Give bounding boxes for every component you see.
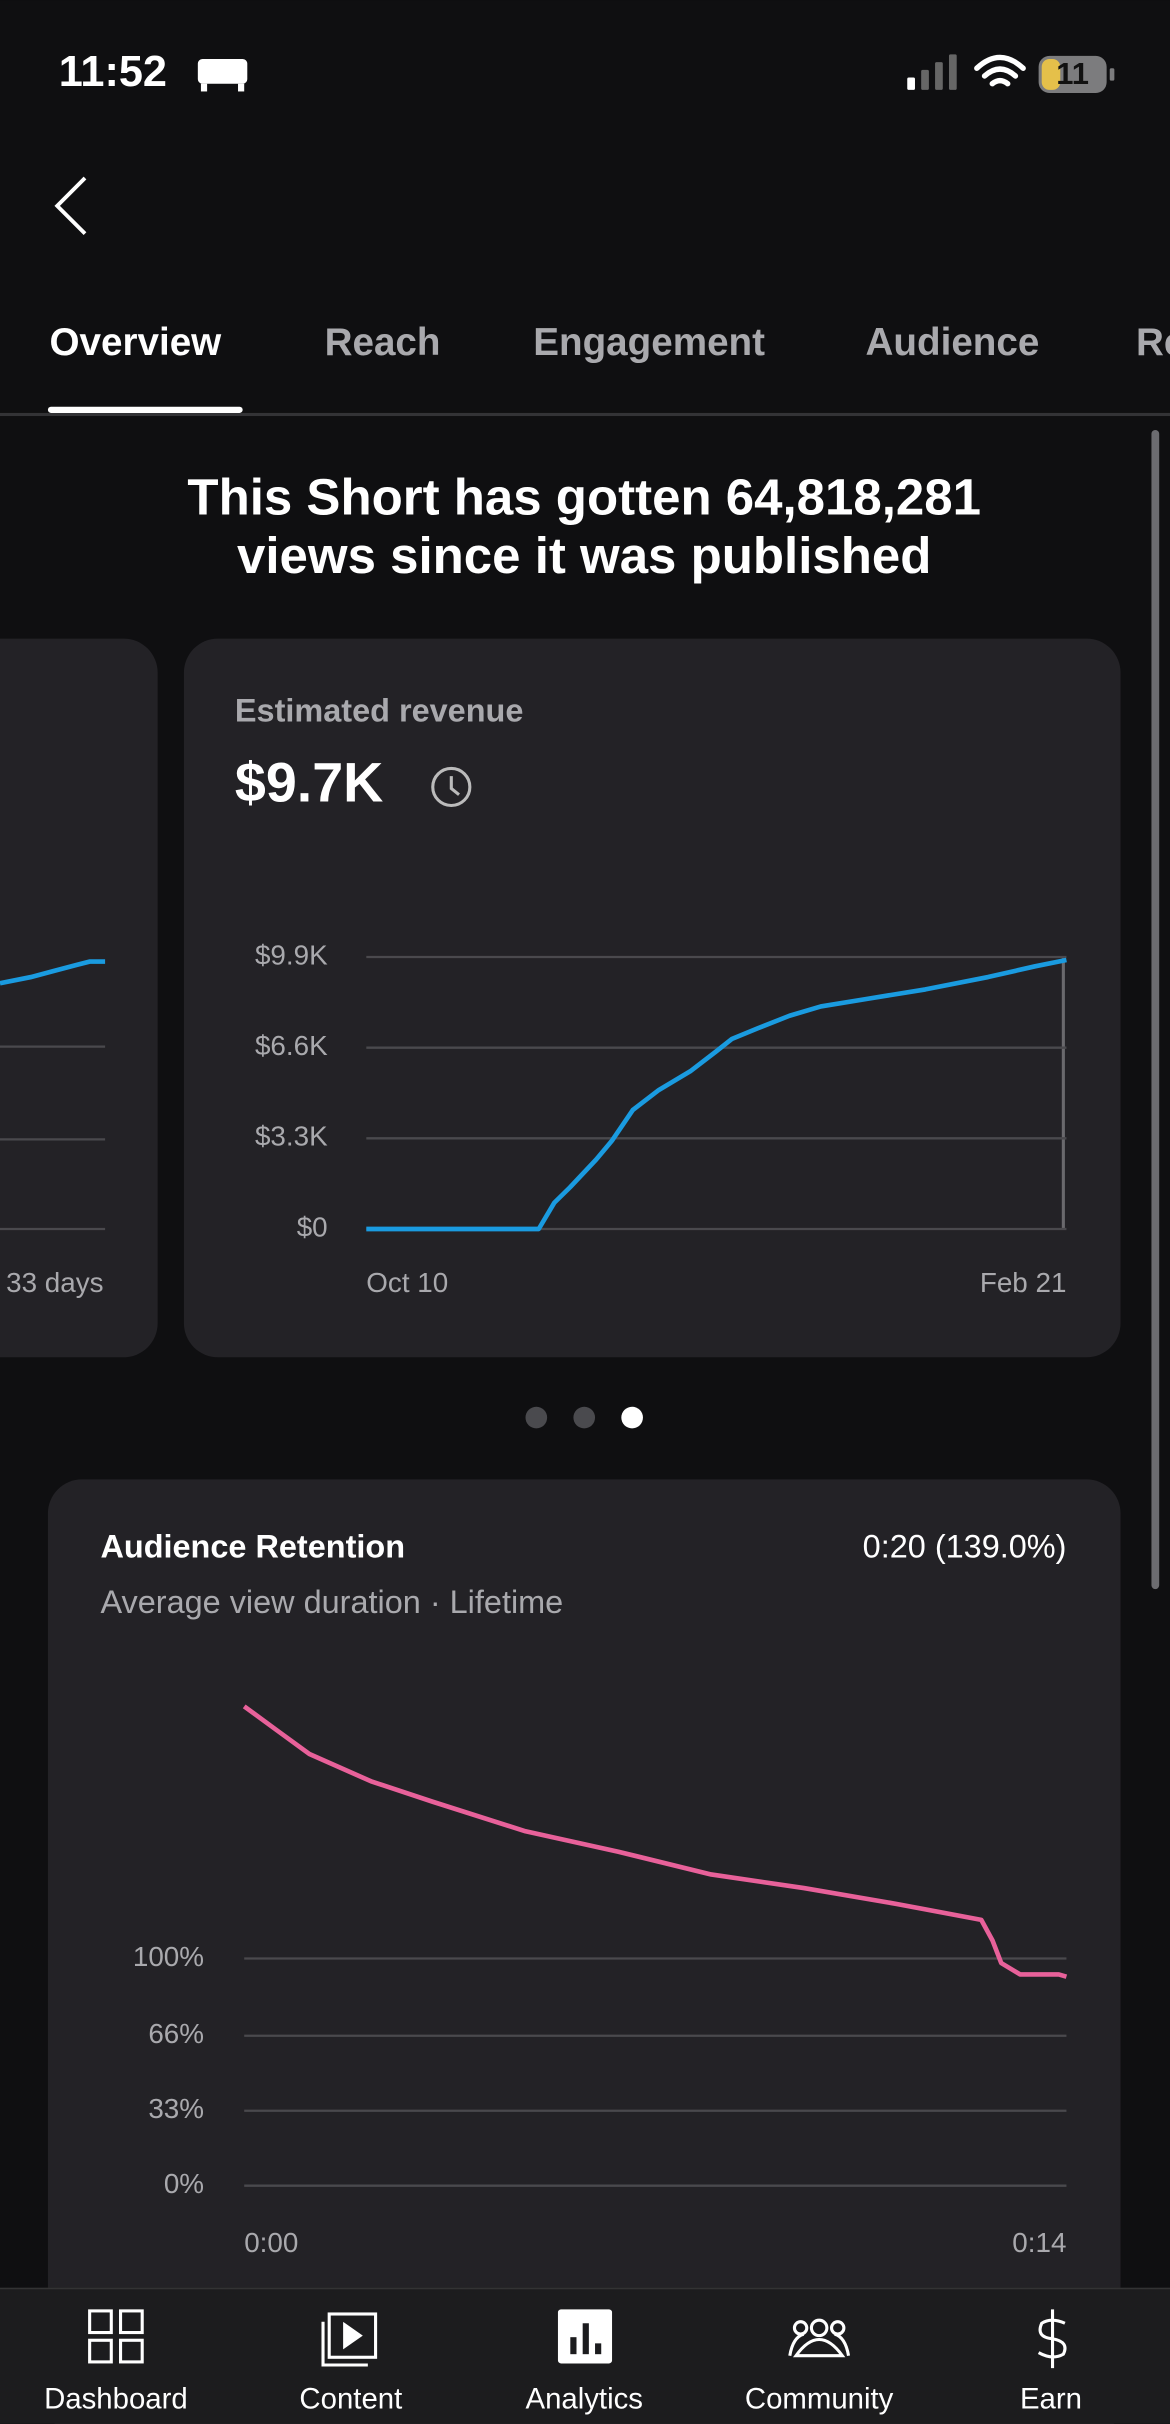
- x-tick-label: Feb 21: [980, 1267, 1067, 1298]
- clock-icon: [431, 766, 472, 808]
- side-line: [0, 959, 106, 986]
- card-title: Audience Retention: [100, 1529, 405, 1565]
- tab[interactable]: Overview: [49, 321, 222, 364]
- wifi-icon: [974, 54, 1026, 87]
- x-tick-label: 0:00: [244, 2227, 298, 2258]
- nav-label[interactable]: Community: [745, 2382, 894, 2415]
- signal-icon: [907, 54, 957, 90]
- tab-bar: Overview Reach Engagement Audience Re: [49, 321, 1170, 364]
- y-tick-label: $0: [297, 1211, 328, 1242]
- x-tick-label: 0:14: [1012, 2227, 1066, 2258]
- side-x-label: 33 days: [6, 1267, 103, 1298]
- page-dot[interactable]: [525, 1406, 548, 1429]
- tab-indicator: [47, 406, 243, 413]
- nav-label[interactable]: Earn: [1020, 2382, 1082, 2415]
- tab[interactable]: Reach: [325, 321, 441, 364]
- card-value: $9.7K: [235, 752, 383, 814]
- tab[interactable]: Re: [1136, 321, 1170, 364]
- scrollbar: [1151, 429, 1160, 1590]
- y-tick-label: $9.9K: [255, 939, 328, 970]
- revenue-card[interactable]: [183, 638, 1121, 1358]
- y-tick-label: 0%: [164, 2168, 204, 2199]
- headline: views since it was published: [237, 527, 931, 584]
- nav-labels: Dashboard Content Analytics Community Earn: [44, 2382, 1082, 2415]
- tab[interactable]: Engagement: [533, 321, 765, 364]
- tab-divider: [0, 412, 1170, 417]
- nav-label[interactable]: Dashboard: [44, 2382, 188, 2415]
- battery-level: [1041, 59, 1061, 90]
- status-time: 11:52: [59, 48, 167, 96]
- back-button[interactable]: [54, 176, 87, 236]
- charts: $0 $3.3K $6.6K $9.9K Oct 10 Feb 21 0% 33% 66% 100…: [133, 939, 1068, 2258]
- tab[interactable]: Audience: [866, 321, 1040, 364]
- battery-text: 11: [1056, 56, 1089, 91]
- nav-label[interactable]: Content: [299, 2382, 402, 2415]
- sleep-icon: [197, 59, 248, 92]
- battery-tip: [1109, 68, 1115, 81]
- y-tick-label: $6.6K: [255, 1030, 328, 1061]
- y-tick-label: $3.3K: [255, 1121, 328, 1152]
- nav-label[interactable]: Analytics: [525, 2382, 642, 2415]
- analytics-bars: [570, 2323, 602, 2355]
- page-dot[interactable]: [621, 1406, 643, 1429]
- retention-card: [47, 1479, 1121, 2424]
- card-title: Estimated revenue: [235, 692, 523, 728]
- headline: This Short has gotten 64,818,281: [187, 469, 981, 526]
- nav-border: [0, 2287, 1170, 2290]
- x-tick-label: Oct 10: [366, 1267, 448, 1298]
- page-dot[interactable]: [573, 1406, 596, 1429]
- y-tick-label: 66%: [148, 2018, 204, 2049]
- data-line: [366, 957, 1067, 1232]
- card-value: 0:20 (139.0%): [863, 1529, 1067, 1565]
- y-tick-label: 100%: [133, 1941, 204, 1972]
- nav-icons: [88, 2309, 1067, 2369]
- y-tick-label: 33%: [148, 2093, 204, 2124]
- data-line: [242, 1704, 1068, 1979]
- card-subtitle: Average view duration · Lifetime: [100, 1584, 563, 1620]
- side-card: [0, 638, 158, 1358]
